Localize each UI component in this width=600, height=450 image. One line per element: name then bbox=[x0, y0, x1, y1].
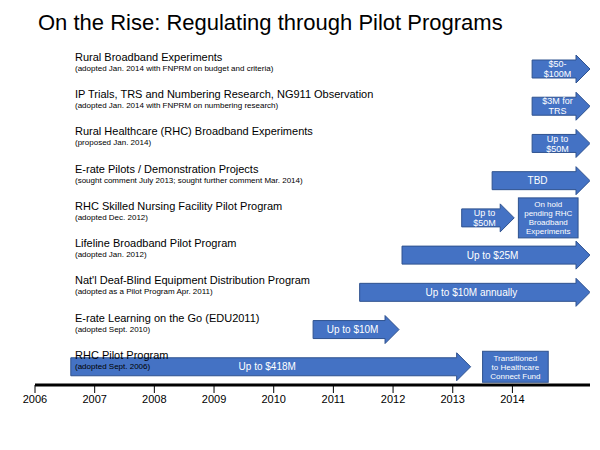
html-text:On the Rise: Regulating throug: On the Rise: Regulating through Pilot Pr… bbox=[38, 10, 503, 35]
svg-text:(adopted Jan. 2012): (adopted Jan. 2012) bbox=[75, 250, 147, 259]
svg-text:2012: 2012 bbox=[381, 393, 405, 405]
svg-text:Up to $418M: Up to $418M bbox=[239, 361, 296, 372]
svg-text:2014: 2014 bbox=[500, 393, 524, 405]
svg-text:E-rate Learning on the Go (EDU: E-rate Learning on the Go (EDU2011) bbox=[75, 312, 259, 324]
svg-text:(adopted Sept. 2010): (adopted Sept. 2010) bbox=[75, 325, 151, 334]
svg-text:2006: 2006 bbox=[23, 393, 47, 405]
svg-text:Lifeline Broadband Pilot Progr: Lifeline Broadband Pilot Program bbox=[75, 237, 236, 249]
svg-text:Up to $25M: Up to $25M bbox=[467, 250, 519, 261]
svg-text:E-rate Pilots / Demonstration: E-rate Pilots / Demonstration Projects bbox=[75, 163, 259, 175]
svg-text:Transitionedto HealthcareConne: Transitionedto HealthcareConnect Fund bbox=[490, 354, 540, 381]
svg-text:2007: 2007 bbox=[82, 393, 106, 405]
svg-text:2008: 2008 bbox=[142, 393, 166, 405]
svg-text:Rural Broadband Experiments: Rural Broadband Experiments bbox=[75, 51, 223, 63]
svg-text:Rural Healthcare (RHC) Broadba: Rural Healthcare (RHC) Broadband Experim… bbox=[75, 125, 313, 137]
svg-text:TBD: TBD bbox=[528, 175, 548, 186]
svg-text:2013: 2013 bbox=[440, 393, 464, 405]
svg-text:(adopted Dec. 2012): (adopted Dec. 2012) bbox=[75, 213, 148, 222]
svg-text:(sought comment July 2013; sou: (sought comment July 2013; sought furthe… bbox=[75, 176, 303, 185]
svg-text:$50-$100M: $50-$100M bbox=[544, 59, 572, 79]
svg-text:Up to$50M: Up to$50M bbox=[473, 208, 496, 228]
svg-text:2009: 2009 bbox=[202, 393, 226, 405]
svg-text:(adopted Sept. 2006): (adopted Sept. 2006) bbox=[75, 362, 151, 371]
svg-text:(adopted Jan. 2014 with FNPRM: (adopted Jan. 2014 with FNPRM on budget … bbox=[75, 64, 274, 73]
svg-text:Nat'l Deaf-Blind Equipment Dis: Nat'l Deaf-Blind Equipment Distribution … bbox=[75, 274, 310, 286]
svg-text:2010: 2010 bbox=[261, 393, 285, 405]
svg-text:Up to $10M: Up to $10M bbox=[327, 324, 379, 335]
svg-text:On holdpending RHCBroadbandExp: On holdpending RHCBroadbandExperiments bbox=[524, 200, 572, 236]
svg-text:Up to$50M: Up to$50M bbox=[546, 134, 569, 154]
svg-text:$3M forTRS: $3M forTRS bbox=[542, 96, 573, 116]
svg-text:RHC Skilled Nursing Facility P: RHC Skilled Nursing Facility Pilot Progr… bbox=[75, 200, 282, 212]
svg-text:RHC Pilot Program: RHC Pilot Program bbox=[75, 349, 169, 361]
svg-text:(adopted Jan. 2014 with FNPRM: (adopted Jan. 2014 with FNPRM on numberi… bbox=[75, 101, 279, 110]
svg-text:IP Trials, TRS and Numbering R: IP Trials, TRS and Numbering Research, N… bbox=[75, 88, 373, 100]
svg-text:Up to $10M annually: Up to $10M annually bbox=[425, 287, 517, 298]
svg-text:(proposed Jan. 2014): (proposed Jan. 2014) bbox=[75, 138, 151, 147]
svg-text:2011: 2011 bbox=[322, 393, 346, 405]
svg-text:(adopted as a Pilot Program Ap: (adopted as a Pilot Program Apr. 2011) bbox=[75, 287, 213, 296]
